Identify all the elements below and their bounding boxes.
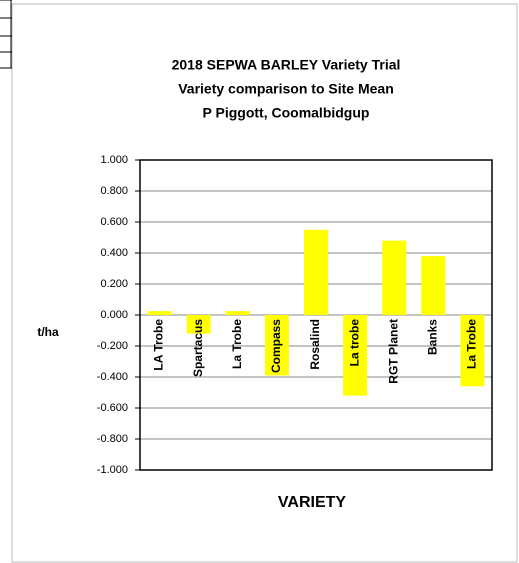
bar — [382, 240, 407, 315]
bar — [147, 311, 172, 315]
x-axis-label: VARIETY — [278, 494, 346, 511]
x-tick-label: Banks — [426, 319, 440, 355]
x-tick-label: RGT Planet — [386, 319, 400, 384]
y-tick-label: 1.000 — [100, 154, 128, 166]
bar — [225, 311, 250, 315]
bar — [343, 315, 368, 396]
x-tick-label: La trobe — [347, 319, 361, 367]
x-tick-label: Spartacus — [191, 319, 205, 377]
x-tick-label: Compass — [269, 319, 283, 373]
table-fragment — [0, 0, 12, 69]
bar — [264, 315, 289, 376]
x-tick-label: La Trobe — [465, 319, 479, 369]
y-tick-label: -0.800 — [97, 433, 128, 445]
chart-frame — [11, 3, 518, 563]
y-tick-label: 0.600 — [100, 216, 128, 228]
y-tick-label: -0.200 — [97, 340, 128, 352]
chart-subtitle: Variety comparison to Site Mean — [178, 81, 394, 97]
x-tick-label: La Trobe — [230, 319, 244, 369]
x-tick-label: LA Trobe — [152, 319, 166, 371]
y-tick-label: -0.600 — [97, 402, 128, 414]
bar — [186, 315, 211, 334]
chart-subtitle: P Piggott, Coomalbidgup — [203, 105, 370, 121]
x-tick-label: Rosalind — [308, 319, 322, 370]
y-tick-label: -0.400 — [97, 371, 128, 383]
y-tick-label: 0.000 — [100, 309, 128, 321]
y-axis-label: t/ha — [37, 325, 59, 339]
y-tick-label: 0.400 — [100, 247, 128, 259]
bar — [421, 256, 446, 315]
y-tick-label: 0.200 — [100, 278, 128, 290]
bar — [304, 229, 328, 315]
y-tick-label: 0.800 — [100, 185, 128, 197]
bar — [460, 315, 485, 387]
y-tick-label: -1.000 — [97, 464, 128, 476]
plot-border — [139, 159, 493, 471]
chart-title: 2018 SEPWA BARLEY Variety Trial — [172, 57, 401, 73]
